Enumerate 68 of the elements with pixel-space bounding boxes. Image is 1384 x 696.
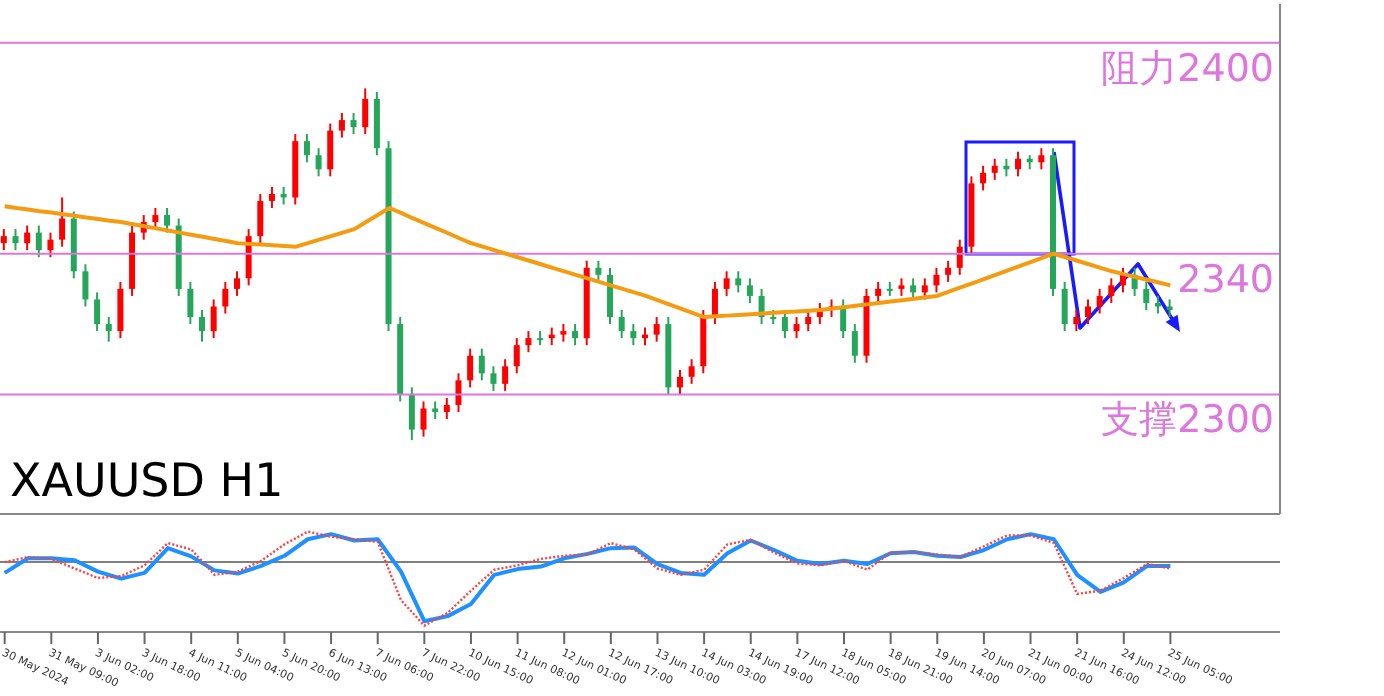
candlestick xyxy=(933,266,940,294)
candlestick xyxy=(478,347,485,382)
candlestick xyxy=(607,266,614,326)
candlestick xyxy=(490,365,497,392)
candlestick xyxy=(105,316,112,343)
candlestick xyxy=(59,196,66,248)
candlestick xyxy=(0,228,7,252)
candlestick xyxy=(233,270,240,297)
candlestick xyxy=(187,280,194,326)
candlestick xyxy=(746,277,753,304)
candlestick xyxy=(945,259,952,283)
candlestick xyxy=(47,231,54,259)
candlestick xyxy=(618,309,625,340)
candlestick xyxy=(82,263,89,308)
candlestick xyxy=(408,386,415,442)
candlestick xyxy=(513,337,520,375)
candlestick xyxy=(525,330,532,354)
candlestick xyxy=(688,358,695,385)
candlestick xyxy=(630,323,637,347)
candlestick xyxy=(1084,298,1091,326)
candlestick xyxy=(420,400,427,438)
candlestick xyxy=(875,280,882,304)
candlestick xyxy=(210,298,217,340)
candlestick xyxy=(12,228,19,252)
candlestick xyxy=(338,112,345,139)
candlestick xyxy=(991,157,998,181)
candlestick xyxy=(595,259,602,283)
annotation: XAUUSD H1 xyxy=(10,456,284,508)
candlestick xyxy=(117,280,124,340)
candlestick xyxy=(793,316,800,340)
candlestick xyxy=(1038,147,1045,171)
candlestick xyxy=(956,238,963,276)
candlestick xyxy=(350,112,357,136)
candlestick xyxy=(1143,280,1150,311)
candlestick xyxy=(443,396,450,421)
candlestick xyxy=(467,347,474,389)
candlestick xyxy=(455,372,462,413)
candlestick xyxy=(362,87,369,136)
ref-line-label: 2340 xyxy=(1177,257,1274,302)
candlestick xyxy=(851,323,858,364)
candlestick xyxy=(502,358,509,392)
candlestick xyxy=(24,224,31,252)
candlestick xyxy=(910,277,917,301)
candlestick xyxy=(676,368,683,396)
candlestick xyxy=(222,280,229,315)
candlestick xyxy=(723,270,730,297)
candlestick xyxy=(735,270,742,294)
candlestick xyxy=(1073,309,1080,333)
candlestick xyxy=(805,309,812,333)
candlestick xyxy=(1061,280,1068,333)
candlestick xyxy=(268,185,275,209)
candlestick xyxy=(303,133,310,164)
ref-line-label: 阻力2400 xyxy=(1101,46,1274,91)
candlestick xyxy=(653,316,660,343)
candlestick xyxy=(572,323,579,347)
candlestick xyxy=(315,147,322,178)
candlestick xyxy=(1096,287,1103,315)
candlestick xyxy=(94,291,101,333)
candlestick xyxy=(980,164,987,192)
candlestick xyxy=(257,192,264,245)
candlestick xyxy=(164,207,171,234)
candlestick xyxy=(1108,277,1115,304)
ref-line-label: 支撑2300 xyxy=(1101,398,1274,443)
candlestick xyxy=(1015,150,1022,178)
candlestick xyxy=(199,309,206,343)
candlestick xyxy=(781,309,788,340)
candlestick xyxy=(35,224,42,259)
candlestick xyxy=(327,122,334,178)
